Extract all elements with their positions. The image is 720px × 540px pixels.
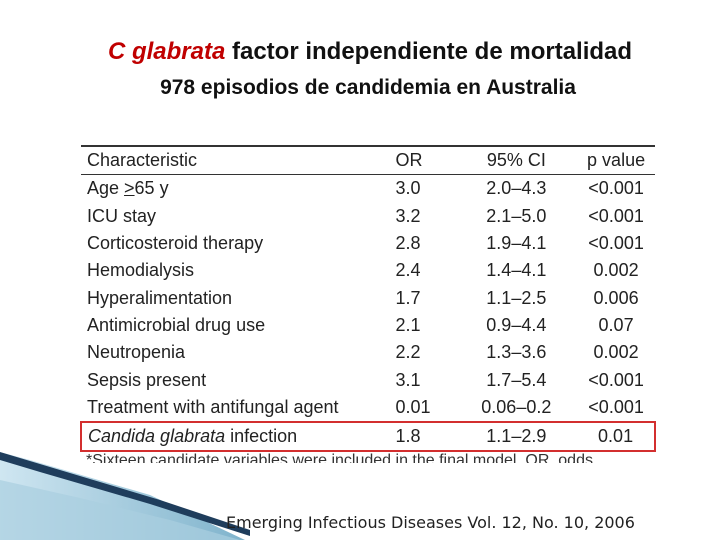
header-characteristic: Characteristic [87,150,198,171]
row-characteristic: Antimicrobial drug use [87,314,266,335]
row-ci: 0.06–0.2 [481,396,552,417]
title-species: C glabrata [107,38,226,65]
row-ci: 0.9–4.4 [486,314,547,335]
table-row-highlighted: Candida glabrata infection 1.8 1.1–2.9 0… [80,420,656,453]
row-ci: 2.1–5.0 [486,205,547,226]
table-row: Neutropenia 2.2 1.3–3.6 0.002 [81,339,655,366]
row-p-value: <0.001 [588,396,644,417]
row-ci: 1.9–4.1 [486,233,547,254]
row-ci: 1.3–3.6 [486,342,547,363]
row-p-value: 0.006 [593,287,639,308]
age-label: Age [87,178,125,199]
species-name: Candida glabrata [88,426,226,447]
row-or: 0.01 [395,396,431,417]
row-or: 1.7 [395,287,421,308]
swoosh-lower-band [0,480,240,540]
table-row: Hyperalimentation 1.7 1.1–2.5 0.006 [81,284,655,311]
table-row: Age >65 y 3.0 2.0–4.3 <0.001 [81,175,655,203]
row-or: 2.4 [395,260,421,281]
infection-label: infection [225,426,298,447]
row-characteristic: Corticosteroid therapy [87,233,264,254]
row-p-value: 0.002 [593,342,639,363]
row-characteristic: Sepsis present [87,369,207,390]
row-p-value: <0.001 [588,178,644,199]
row-ci: 2.0–4.3 [486,178,547,199]
row-or: 2.8 [395,233,421,254]
table-row: Corticosteroid therapy 2.8 1.9–4.1 <0.00… [81,230,655,257]
row-p-value: 0.07 [598,314,634,335]
row-p-value: <0.001 [588,205,644,226]
row-or: 2.1 [395,314,421,335]
row-characteristic: Candida glabrata infection [80,420,392,453]
row-characteristic: Treatment with antifungal agent [87,396,339,417]
row-or: 2.2 [395,342,421,363]
table-image: Characteristic OR 95% CI p value Age >65… [80,145,656,463]
row-or: 1.8 [391,420,456,453]
header-or: OR [395,150,423,171]
swoosh-dark-stroke [0,452,250,536]
table-header-row: Characteristic OR 95% CI p value [81,146,655,175]
row-p-value: 0.002 [593,260,639,281]
age-value: 65 y [134,178,169,199]
slide-subtitle: 978 episodios de candidemia en Australia [160,76,576,99]
citation-text: Emerging Infectious Diseases Vol. 12, No… [226,513,635,532]
row-characteristic: Age >65 y [81,175,392,203]
row-p-value: 0.01 [571,420,656,453]
table-row: Sepsis present 3.1 1.7–5.4 <0.001 [81,366,655,393]
table-row: ICU stay 3.2 2.1–5.0 <0.001 [81,203,655,230]
table-row: Hemodialysis 2.4 1.4–4.1 0.002 [81,257,655,284]
table-footnote: *Sixteen candidate variables were includ… [86,452,593,463]
row-or: 3.0 [395,178,421,199]
row-characteristic: Neutropenia [87,342,186,363]
results-table: Characteristic OR 95% CI p value Age >65… [80,145,656,453]
greater-equal-symbol: > [124,178,135,199]
row-characteristic: Hyperalimentation [87,287,233,308]
row-ci: 1.1–2.9 [455,420,572,453]
row-ci: 1.7–5.4 [486,369,547,390]
row-characteristic: Hemodialysis [87,260,195,281]
row-characteristic: ICU stay [87,205,157,226]
row-p-value: <0.001 [588,233,644,254]
row-or: 3.1 [395,369,421,390]
row-ci: 1.1–2.5 [486,287,547,308]
table-row: Antimicrobial drug use 2.1 0.9–4.4 0.07 [81,312,655,339]
row-p-value: <0.001 [588,369,644,390]
header-p-value: p value [587,150,646,171]
header-ci: 95% CI [486,150,546,171]
decorative-swoosh [0,452,250,540]
slide-title: C glabrata factor independiente de morta… [0,38,720,66]
row-ci: 1.4–4.1 [486,260,547,281]
row-or: 3.2 [395,205,421,226]
title-rest: factor independiente de mortalidad [231,38,633,65]
table-row: Treatment with antifungal agent 0.01 0.0… [81,394,655,422]
